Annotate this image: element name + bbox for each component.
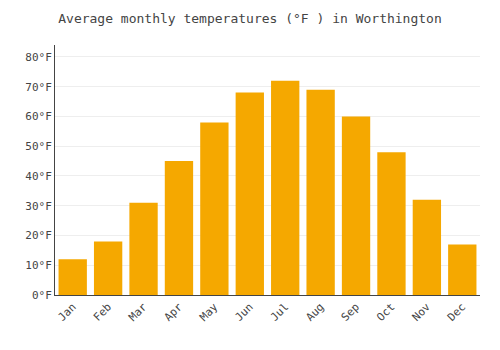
svg-text:Aug: Aug <box>303 301 326 324</box>
svg-text:Dec: Dec <box>445 301 468 324</box>
svg-text:Feb: Feb <box>91 301 114 324</box>
svg-text:Average monthly temperatures (: Average monthly temperatures (°F ) in Wo… <box>58 11 442 26</box>
svg-text:Jan: Jan <box>55 301 78 324</box>
svg-text:Nov: Nov <box>410 300 434 324</box>
svg-text:40°F: 40°F <box>25 170 52 183</box>
svg-text:50°F: 50°F <box>25 140 52 153</box>
svg-text:Sep: Sep <box>339 301 362 324</box>
svg-text:60°F: 60°F <box>25 110 52 123</box>
svg-text:10°F: 10°F <box>25 259 52 272</box>
svg-text:0°F: 0°F <box>32 289 52 302</box>
svg-text:80°F: 80°F <box>25 51 52 64</box>
svg-text:May: May <box>197 300 221 324</box>
svg-text:Mar: Mar <box>126 300 150 324</box>
svg-text:Jul: Jul <box>268 301 291 324</box>
svg-text:30°F: 30°F <box>25 200 52 213</box>
svg-text:20°F: 20°F <box>25 229 52 242</box>
svg-text:70°F: 70°F <box>25 81 52 94</box>
svg-text:Apr: Apr <box>162 300 186 324</box>
svg-text:Jun: Jun <box>233 301 256 324</box>
svg-text:Oct: Oct <box>374 301 397 324</box>
